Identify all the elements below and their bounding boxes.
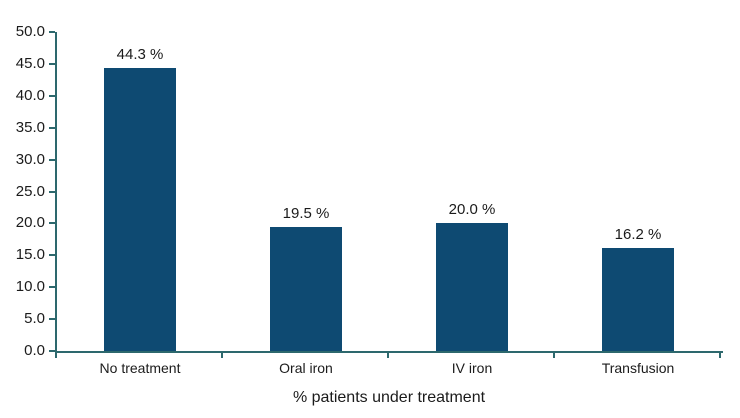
- y-axis-tick-label: 35.0: [15, 118, 45, 136]
- y-axis-tick-label: 45.0: [15, 54, 45, 72]
- x-axis-tick: [221, 351, 223, 358]
- y-axis-tick: [49, 62, 55, 65]
- y-axis-tick: [49, 350, 55, 352]
- x-axis-line: [55, 351, 723, 353]
- x-axis-category-label: Oral iron: [279, 360, 333, 376]
- y-axis-tick-label: 40.0: [15, 86, 45, 104]
- x-axis-title: % patients under treatment: [292, 389, 486, 406]
- bar-value-label: 19.5 %: [282, 204, 330, 222]
- y-axis-tick: [49, 318, 55, 321]
- bar-value-label: 16.2 %: [614, 225, 662, 243]
- y-axis-tick-label: 20.0: [15, 214, 45, 232]
- x-axis-tick: [387, 351, 389, 358]
- y-axis-tick-label: 0.0: [24, 342, 45, 359]
- x-axis-category-label: IV iron: [451, 360, 493, 376]
- bar-oral-iron: [270, 226, 342, 351]
- y-axis-tick-label: 5.0: [24, 310, 45, 328]
- y-axis-tick: [49, 190, 55, 193]
- x-axis-tick: [55, 351, 57, 358]
- bar-value-label: 20.0 %: [448, 201, 496, 219]
- y-axis-tick-label: 30.0: [15, 150, 45, 168]
- y-axis-tick: [49, 254, 55, 257]
- y-axis-line: [55, 32, 57, 353]
- y-axis-tick: [49, 31, 55, 33]
- bar-transfusion: [602, 247, 674, 351]
- y-axis-tick-label: 25.0: [15, 182, 45, 200]
- plot-area: 0.0 5.0 10.0 15.0 20.0 25.0 30.0 35.0 40.0 45.0 50…: [16, 23, 723, 376]
- y-axis-tick-label: 10.0: [15, 278, 45, 296]
- x-axis-tick: [719, 351, 721, 358]
- y-axis-tick-label: 50.0: [15, 23, 45, 40]
- y-axis-tick: [49, 94, 55, 97]
- y-axis-tick: [49, 286, 55, 289]
- x-axis-category-label: Transfusion: [601, 360, 675, 376]
- x-axis-category-label: No treatment: [99, 360, 181, 376]
- bar-value-label: 44.3 %: [116, 46, 164, 64]
- bar-no-treatment: [104, 68, 176, 351]
- y-axis-tick-label: 15.0: [15, 246, 45, 264]
- y-axis-tick: [49, 126, 55, 129]
- bar-iv-iron: [436, 223, 508, 351]
- y-axis-tick: [49, 158, 55, 161]
- y-axis-tick: [49, 222, 55, 225]
- x-axis-tick: [553, 351, 555, 358]
